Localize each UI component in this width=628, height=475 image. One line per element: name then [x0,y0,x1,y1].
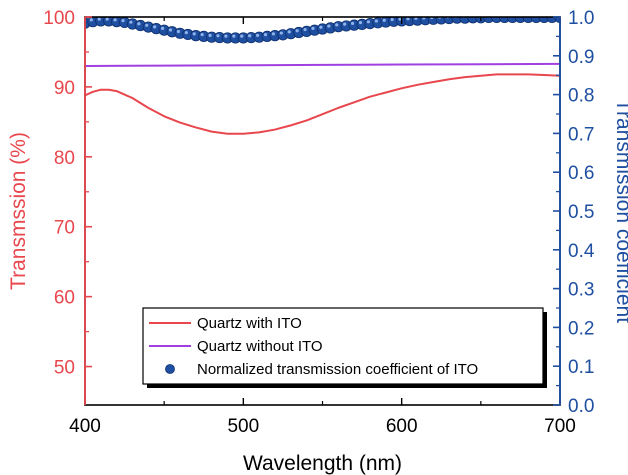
normalized-point-highlight [295,29,299,33]
x-axis-title: Wavelength (nm) [243,452,402,475]
normalized-point-highlight [216,34,220,38]
normalized-point-highlight [176,29,180,34]
normalized-point-highlight [192,32,196,36]
normalized-point-highlight [255,33,260,37]
normalized-point-highlight [319,25,323,29]
normalized-point-highlight [168,28,173,32]
normalized-point-highlight [248,34,252,38]
normalized-point-highlight [271,32,275,36]
normalized-point-highlight [89,18,93,22]
x-tick-label: 600 [386,416,418,437]
normalized-point-highlight [350,21,355,25]
normalized-point-highlight [153,25,157,29]
normalized-point-highlight [232,34,236,38]
normalized-point-highlight [113,18,117,22]
y-right-tick-label: 0.4 [568,241,595,262]
y-right-tick-label: 1.0 [568,8,594,29]
normalized-point-highlight [327,24,331,28]
normalized-point-highlight [358,20,363,25]
normalized-point-highlight [390,17,394,22]
series-line-0 [85,73,560,135]
normalized-point-highlight [129,20,133,24]
legend-label-0: Quartz with ITO [197,315,302,332]
normalized-point-highlight [279,31,283,35]
y-right-tick-label: 0.0 [568,396,594,417]
normalized-point-highlight [208,33,212,37]
normalized-point-highlight [343,22,347,26]
normalized-point-highlight [224,34,228,38]
normalized-point-highlight [240,34,244,38]
normalized-point-highlight [311,26,315,30]
y-left-tick-label: 60 [54,288,75,309]
normalized-point-highlight [287,30,291,34]
y-right-tick-label: 0.6 [568,163,594,184]
x-tick-label: 500 [227,416,259,437]
x-tick-label: 400 [69,416,101,437]
y-right-axis-title: Transmission coefficient [612,99,628,323]
legend-label-2: Normalized transmission coefficient of I… [197,361,478,378]
y-right-tick-label: 0.3 [568,280,594,301]
normalized-point-highlight [366,20,370,24]
y-left-tick-label: 90 [54,78,75,99]
y-right-tick-label: 0.7 [568,124,594,145]
normalized-point-highlight [303,27,307,32]
normalized-point-highlight [406,17,410,21]
normalized-point-highlight [184,31,188,35]
y-right-tick-label: 0.1 [568,357,594,378]
series-line-1 [85,62,560,67]
normalized-point-highlight [137,22,141,26]
x-tick-label: 700 [544,416,576,437]
normalized-point-highlight [398,17,402,21]
normalized-point-highlight [105,17,109,21]
legend-label-1: Quartz without ITO [197,338,323,355]
y-right-tick-label: 0.9 [568,47,594,68]
normalized-point-highlight [263,33,268,37]
legend-box [142,307,544,385]
normalized-point-highlight [374,19,378,23]
y-left-axis-title: Transmssion (%) [7,132,30,290]
normalized-point-highlight [97,17,101,21]
y-right-tick-label: 0.8 [568,86,594,107]
normalized-point-highlight [382,18,386,22]
y-left-tick-label: 100 [43,8,75,29]
normalized-point-highlight [335,23,339,27]
normalized-point-highlight [121,19,125,23]
y-left-tick-label: 70 [54,218,75,239]
legend-swatch-2 [165,364,175,374]
y-left-tick-label: 50 [54,358,75,379]
normalized-point-highlight [145,23,149,27]
y-right-tick-label: 0.5 [568,202,594,223]
normalized-point-highlight [160,26,165,30]
y-left-tick-label: 80 [54,148,75,169]
normalized-point-highlight [200,33,204,37]
y-right-tick-label: 0.2 [568,318,594,339]
